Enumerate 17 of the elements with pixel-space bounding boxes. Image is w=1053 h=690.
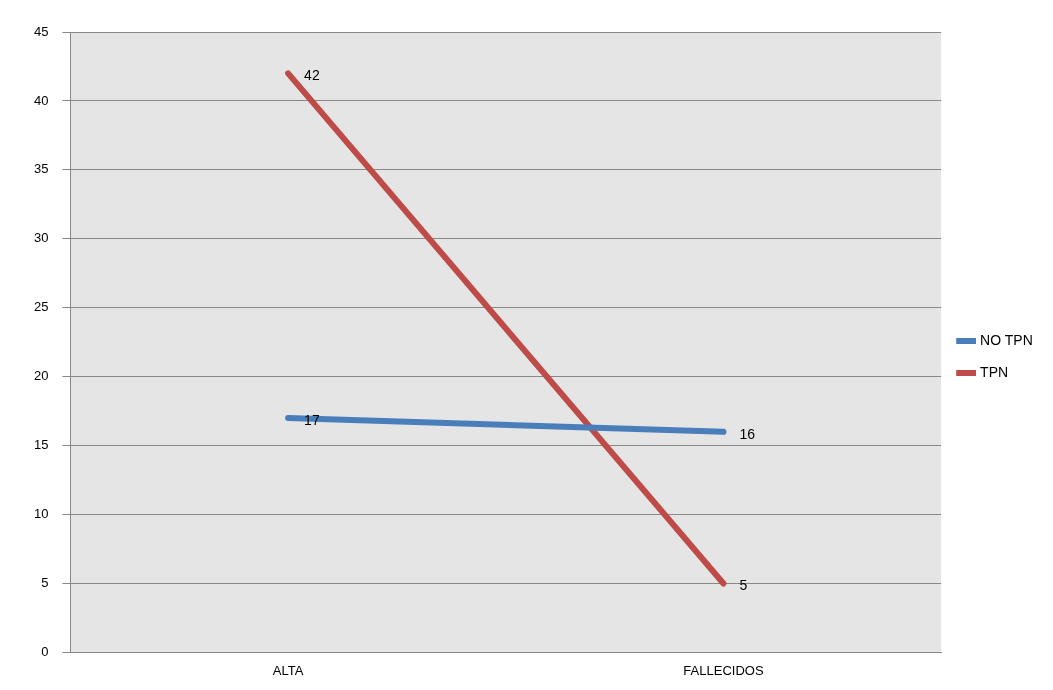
y-tick-label: 35 xyxy=(33,161,49,177)
legend-label: TPN xyxy=(980,363,1009,380)
data-label: 42 xyxy=(304,67,320,84)
y-tick-label: 40 xyxy=(33,92,49,108)
y-tick-label: 30 xyxy=(33,230,49,246)
y-tick-label: 10 xyxy=(33,506,49,522)
y-tick-label: 45 xyxy=(33,23,49,39)
data-label: 16 xyxy=(739,425,756,442)
y-tick-label: 0 xyxy=(41,643,49,659)
y-tick-label: 15 xyxy=(33,437,49,453)
y-tick-label: 25 xyxy=(33,299,49,315)
legend-label: NO TPN xyxy=(980,331,1033,348)
x-tick-label: ALTA xyxy=(272,662,304,678)
y-tick-label: 5 xyxy=(41,575,49,591)
x-tick-label: FALLECIDOS xyxy=(683,662,764,678)
y-tick-label: 20 xyxy=(33,368,49,384)
data-label: 5 xyxy=(739,577,748,594)
